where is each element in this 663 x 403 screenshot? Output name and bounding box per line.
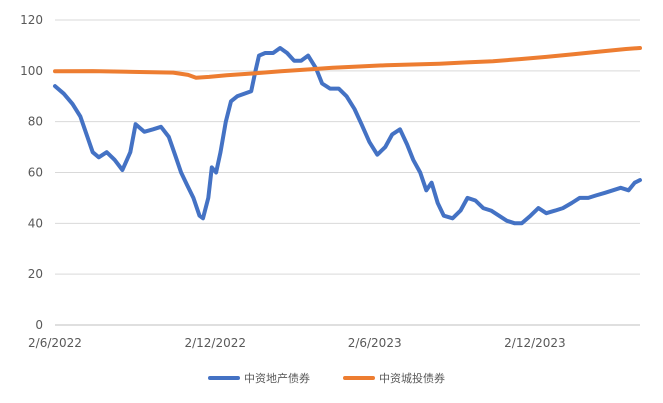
y-tick-label: 20 bbox=[28, 267, 43, 281]
y-tick-label: 40 bbox=[28, 216, 43, 230]
series-line-1 bbox=[53, 46, 642, 226]
y-tick-label: 60 bbox=[28, 166, 43, 180]
y-tick-label: 80 bbox=[28, 115, 43, 129]
legend: 中资地产债券 中资城投债券 bbox=[208, 371, 445, 385]
y-tick-label: 0 bbox=[35, 318, 43, 332]
x-axis-tick-labels: 2/6/2022 2/12/2022 2/6/2023 2/12/2023 bbox=[28, 336, 566, 350]
x-tick-label: 2/12/2023 bbox=[504, 336, 566, 350]
legend-label-1: 中资地产债券 bbox=[244, 371, 310, 385]
y-axis-tick-labels: 0 20 40 60 80 100 120 bbox=[20, 13, 43, 332]
series-lines bbox=[53, 46, 642, 226]
x-tick-label: 2/6/2022 bbox=[28, 336, 82, 350]
y-tick-label: 120 bbox=[20, 13, 43, 27]
legend-label-2: 中资城投债券 bbox=[379, 371, 445, 385]
x-tick-label: 2/6/2023 bbox=[348, 336, 402, 350]
y-tick-label: 100 bbox=[20, 64, 43, 78]
x-tick-label: 2/12/2022 bbox=[184, 336, 246, 350]
series-line-2 bbox=[53, 46, 642, 80]
